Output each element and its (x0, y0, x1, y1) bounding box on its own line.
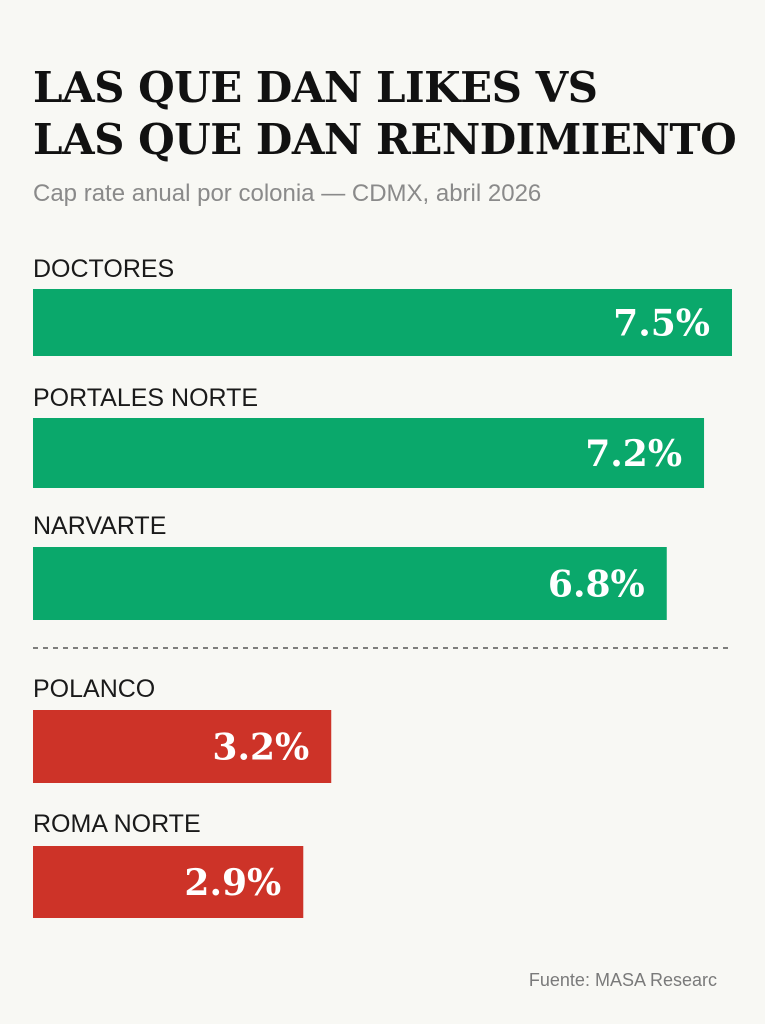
chart-title-line-1: LAS QUE DAN LIKES VS (33, 63, 598, 112)
category-label-polanco: POLANCO (33, 675, 155, 703)
source-note: Fuente: MASA Researc (528, 970, 717, 990)
bar-portales-norte (33, 418, 705, 488)
value-label-portales-norte: 7.2% (585, 433, 682, 475)
bar-narvarte (33, 547, 667, 620)
bar-roma-norte (33, 846, 304, 918)
chart-title: LAS QUE DAN LIKES VS LAS QUE DAN RENDIMI… (33, 62, 753, 166)
category-label-narvarte: NARVARTE (33, 512, 166, 540)
category-label-portales-norte: PORTALES NORTE (33, 384, 258, 412)
value-label-roma-norte: 2.9% (184, 862, 281, 904)
value-label-doctores: 7.5% (613, 303, 710, 345)
chart-title-line-2: LAS QUE DAN RENDIMIENTO (33, 115, 737, 164)
chart-subtitle: Cap rate anual por colonia — CDMX, abril… (33, 180, 542, 207)
value-label-narvarte: 6.8% (548, 564, 645, 606)
value-label-polanco: 3.2% (212, 727, 309, 769)
category-label-roma-norte: ROMA NORTE (33, 810, 201, 838)
bar-polanco (33, 710, 332, 783)
bar-doctores (33, 289, 732, 356)
category-label-doctores: DOCTORES (33, 255, 174, 283)
